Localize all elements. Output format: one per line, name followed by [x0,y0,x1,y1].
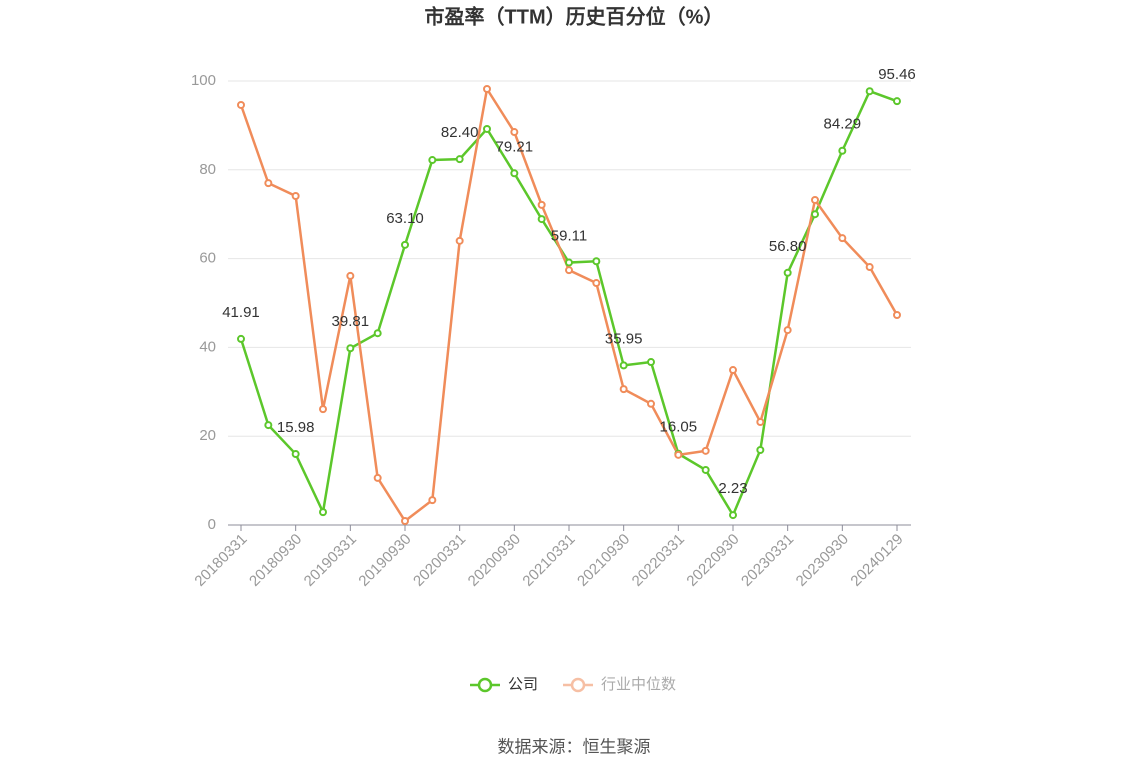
data-point [865,87,874,96]
x-tick-label: 20240129 [847,531,906,590]
data-point [783,326,792,335]
data-point [893,97,901,106]
x-tick-label: 20230930 [793,531,852,590]
x-tick-label: 20190331 [301,531,360,590]
data-label: 59.11 [551,228,587,245]
data-point [647,399,655,408]
data-label: 35.95 [605,330,643,347]
data-point [592,257,601,266]
legend-marker [477,677,493,693]
data-point [701,465,710,474]
data-point [346,344,355,353]
chart-title: 市盈率（TTM）历史百分位（%） [425,4,724,28]
y-tick-label: 100 [191,72,216,89]
data-label: 15.98 [277,419,315,436]
x-tick-label: 20200331 [410,531,469,590]
data-point [510,128,519,137]
data-point [619,361,628,370]
data-point [783,268,792,277]
y-tick-label: 0 [208,516,216,533]
data-point [674,450,683,459]
data-point [483,124,491,133]
data-point [838,146,847,155]
series-line [239,85,899,523]
x-tick-label: 20230331 [738,531,797,590]
data-point [893,310,901,319]
data-label: 95.46 [878,66,916,83]
data-point [319,508,327,517]
x-tick-label: 20190930 [355,531,414,590]
data-point [811,195,819,204]
data-label: 39.81 [332,313,370,330]
data-point [565,258,573,267]
y-tick-label: 80 [199,161,216,178]
data-point [701,446,710,455]
legend-label: 行业中位数 [601,676,676,693]
data-point [346,271,355,280]
x-tick-label: 20180331 [191,531,250,590]
x-tick-label: 20210930 [574,531,633,590]
source-note: 数据来源：恒生聚源 [498,737,651,756]
x-tick-label: 20220331 [629,531,688,590]
data-point [865,263,874,272]
data-point [537,200,546,209]
data-point [237,100,245,109]
data-point [537,215,546,224]
data-label: 2.23 [718,480,747,497]
data-label: 41.91 [222,304,260,321]
data-point [319,405,327,414]
legend-item: 行业中位数 [563,676,676,693]
data-point [838,234,847,243]
data-point [264,421,273,430]
data-label: 79.21 [496,138,534,155]
data-point [729,366,737,375]
data-point [291,450,300,459]
x-tick-label: 20220930 [683,531,742,590]
data-point [592,279,601,288]
x-tick-label: 20200930 [465,531,524,590]
y-tick-label: 60 [199,250,216,267]
data-point [756,417,765,426]
data-point [237,334,245,343]
data-point [811,210,819,219]
data-point [510,169,519,178]
data-label: 56.80 [769,238,807,255]
data-point [455,155,464,164]
data-point [647,358,655,367]
data-point [483,84,491,93]
data-label: 63.10 [386,210,424,227]
x-tick-label: 20180930 [246,531,305,590]
data-point [756,445,765,454]
y-tick-label: 20 [199,427,216,444]
data-point [401,517,409,526]
data-point [428,496,437,505]
legend-label: 公司 [508,676,538,693]
data-label: 16.05 [660,419,698,436]
series-line [239,89,898,518]
data-point [565,266,573,275]
data-label: 82.40 [441,124,479,141]
legend-item: 公司 [470,676,538,693]
data-point [428,156,437,165]
data-point [373,329,382,338]
y-tick-label: 40 [199,338,216,355]
data-point [401,240,409,249]
x-tick-label: 20210331 [519,531,578,590]
legend-marker [570,677,586,693]
data-label: 84.29 [824,116,862,133]
data-point [619,385,628,394]
data-point [373,473,382,482]
data-point [264,179,273,188]
data-point [455,236,464,245]
data-point [729,511,737,520]
data-point [291,191,300,200]
